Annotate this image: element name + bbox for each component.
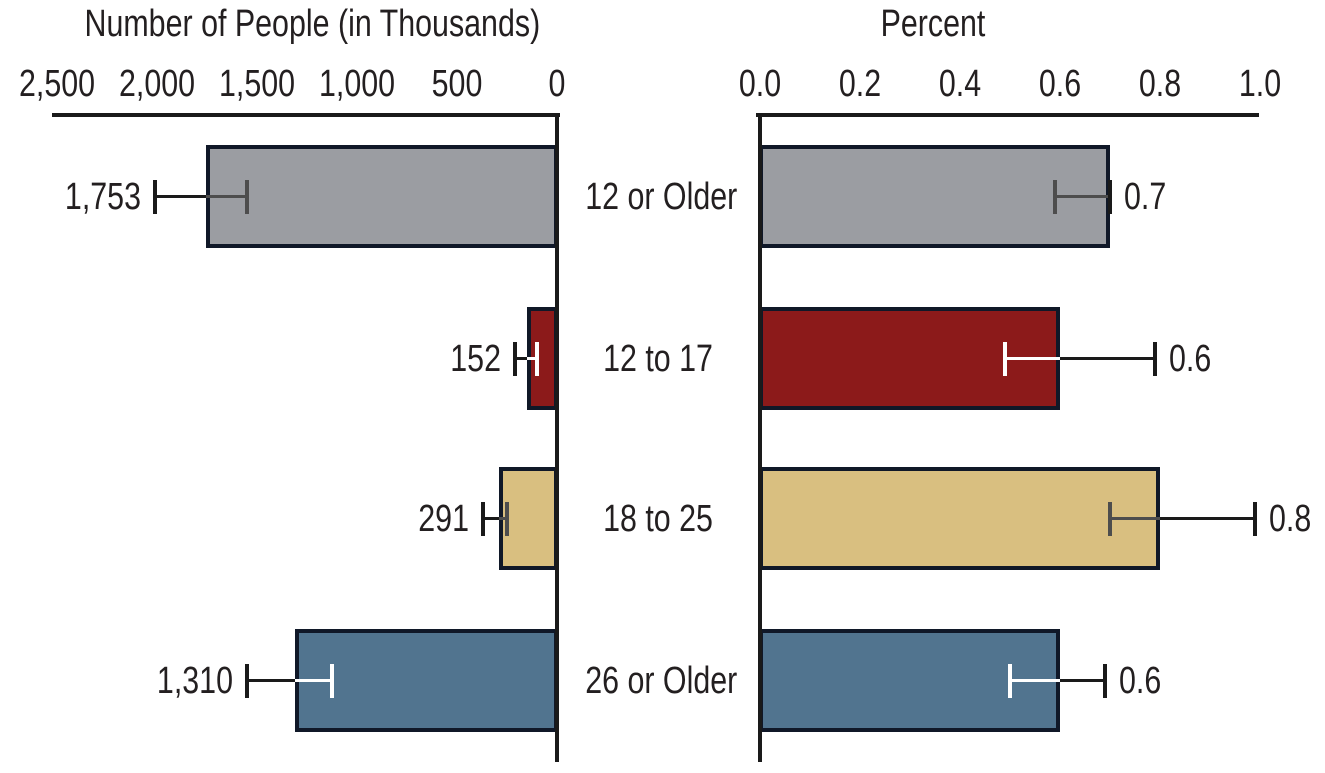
axis-tick-label-left-4: 500 — [431, 63, 483, 105]
value-label-left-12-to-17: 152 — [450, 337, 501, 380]
error-bar-cap-high-left-12-to-17 — [513, 341, 517, 376]
left-axis-title: Number of People (in Thousands) — [84, 3, 541, 45]
error-bar-cap-high-right-12-or-older — [1108, 179, 1112, 214]
axis-tick-label-right-5: 1.0 — [1238, 63, 1282, 105]
axis-tick-label-left-3: 1,000 — [318, 63, 396, 105]
category-label-12-to-17: 12 to 17 — [603, 337, 713, 380]
error-bar-outer-right-18-to-25 — [1160, 517, 1255, 520]
axis-tick-label-left-1: 2,000 — [118, 63, 196, 105]
bar-right-12-or-older — [759, 145, 1110, 248]
right-axis-line — [756, 113, 1259, 117]
error-bar-cap-low-right-18-to-25 — [1108, 501, 1112, 536]
error-bar-cap-high-right-12-to-17 — [1153, 341, 1157, 376]
axis-tick-label-left-5: 0 — [548, 63, 566, 105]
error-bar-cap-low-left-12-to-17 — [535, 341, 539, 376]
error-bar-cap-high-left-12-or-older — [153, 179, 157, 214]
error-bar-inner-right-26-or-older — [1010, 679, 1060, 682]
error-bar-outer-right-12-to-17 — [1060, 357, 1155, 360]
axis-tick-label-right-2: 0.4 — [938, 63, 982, 105]
error-bar-cap-low-right-26-or-older — [1008, 663, 1012, 698]
axis-tick-label-right-3: 0.6 — [1038, 63, 1082, 105]
error-bar-cap-low-left-18-to-25 — [505, 501, 509, 536]
error-bar-cap-high-left-18-to-25 — [481, 501, 485, 536]
value-label-right-12-or-older: 0.7 — [1124, 175, 1167, 218]
error-bar-inner-left-18-to-25 — [498, 517, 507, 520]
error-bar-outer-left-12-or-older — [155, 195, 207, 198]
error-bar-cap-low-left-12-or-older — [245, 179, 249, 214]
value-label-left-18-to-25: 291 — [418, 497, 469, 540]
error-bar-cap-high-left-26-or-older — [245, 663, 249, 698]
left-zero-baseline — [555, 113, 559, 762]
right-axis-title: Percent — [880, 3, 986, 45]
error-bar-inner-left-26-or-older — [295, 679, 332, 682]
bar-right-18-to-25 — [759, 467, 1160, 570]
category-label-26-or-older: 26 or Older — [585, 659, 738, 702]
error-bar-cap-low-right-12-or-older — [1053, 179, 1057, 214]
error-bar-cap-low-right-12-to-17 — [1003, 341, 1007, 376]
error-bar-cap-low-left-26-or-older — [330, 663, 334, 698]
error-bar-cap-high-right-18-to-25 — [1253, 501, 1257, 536]
left-axis-line — [52, 113, 560, 117]
error-bar-inner-right-18-to-25 — [1110, 517, 1160, 520]
value-label-left-12-or-older: 1,753 — [64, 175, 141, 218]
axis-tick-label-right-0: 0.0 — [738, 63, 782, 105]
axis-tick-label-right-4: 0.8 — [1138, 63, 1182, 105]
error-bar-inner-left-12-or-older — [206, 195, 247, 198]
value-label-right-26-or-older: 0.6 — [1119, 659, 1162, 702]
value-label-right-18-to-25: 0.8 — [1269, 497, 1312, 540]
error-bar-outer-left-12-to-17 — [515, 357, 527, 360]
error-bar-outer-left-26-or-older — [247, 679, 295, 682]
value-label-left-26-or-older: 1,310 — [156, 659, 233, 702]
right-zero-baseline — [758, 113, 762, 762]
error-bar-outer-right-26-or-older — [1060, 679, 1105, 682]
bar-left-26-or-older — [295, 629, 558, 732]
error-bar-inner-right-12-or-older — [1055, 195, 1110, 198]
error-bar-inner-right-12-to-17 — [1005, 357, 1060, 360]
axis-tick-label-right-1: 0.2 — [838, 63, 882, 105]
category-label-18-to-25: 18 to 25 — [603, 497, 713, 540]
category-label-12-or-older: 12 or Older — [585, 175, 738, 218]
error-bar-outer-left-18-to-25 — [483, 517, 499, 520]
error-bar-cap-high-right-26-or-older — [1103, 663, 1107, 698]
error-bar-inner-left-12-to-17 — [526, 357, 537, 360]
value-label-right-12-to-17: 0.6 — [1169, 337, 1212, 380]
axis-tick-label-left-2: 1,500 — [218, 63, 296, 105]
axis-tick-label-left-0: 2,500 — [18, 63, 96, 105]
bar-left-12-or-older — [206, 145, 558, 248]
